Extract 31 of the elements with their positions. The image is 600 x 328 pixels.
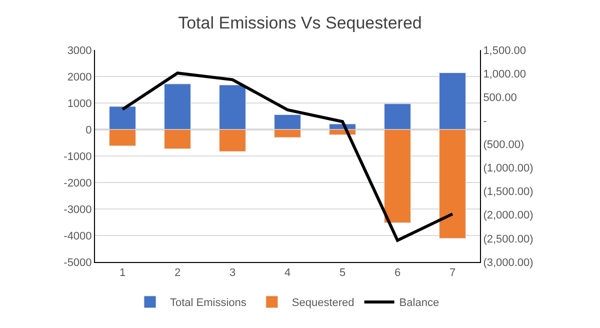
x-tick-label: 4	[284, 267, 291, 280]
y2-tick-label: (1,500.00)	[483, 186, 534, 198]
x-tick-label: 1	[119, 267, 126, 280]
legend-label: Sequestered	[292, 297, 354, 310]
y2-tick-label: 500.00	[483, 92, 517, 104]
x-tick-label: 6	[394, 267, 401, 280]
x-tick-label: 3	[229, 267, 236, 280]
y-tick-label: -3000	[64, 204, 92, 216]
y-tick-label: -1000	[64, 150, 92, 163]
y-tick-label: 2000	[67, 71, 92, 84]
y-tick-label: 1000	[67, 98, 92, 110]
y-tick-label: 0	[86, 124, 92, 136]
y2-tick-label: (3,000.00)	[483, 256, 534, 269]
y2-tick-label: 1,000.00	[483, 68, 526, 80]
y2-tick-label: 1,500.00	[483, 44, 526, 57]
y-tick-label: -4000	[64, 230, 92, 242]
legend-label: Balance	[399, 297, 440, 310]
y2-tick-label: (2,000.00)	[483, 210, 534, 222]
y-tick-label: -5000	[64, 256, 92, 269]
y-tick-label: -2000	[64, 177, 92, 190]
y2-tick-label: (1,000.00)	[483, 162, 534, 175]
x-tick-label: 5	[339, 267, 346, 280]
chart-title: Total Emissions Vs Sequestered	[178, 13, 422, 32]
line-series	[121, 72, 454, 242]
y2-tick-label: (2,500.00)	[483, 233, 534, 246]
y-tick-label: 3000	[67, 44, 92, 57]
x-tick-label: 7	[449, 267, 456, 280]
legend-label: Total Emissions	[170, 297, 247, 310]
x-tick-label: 2	[174, 267, 181, 280]
y2-tick-label: (500.00)	[483, 139, 524, 152]
y2-tick-label: -	[483, 116, 488, 128]
